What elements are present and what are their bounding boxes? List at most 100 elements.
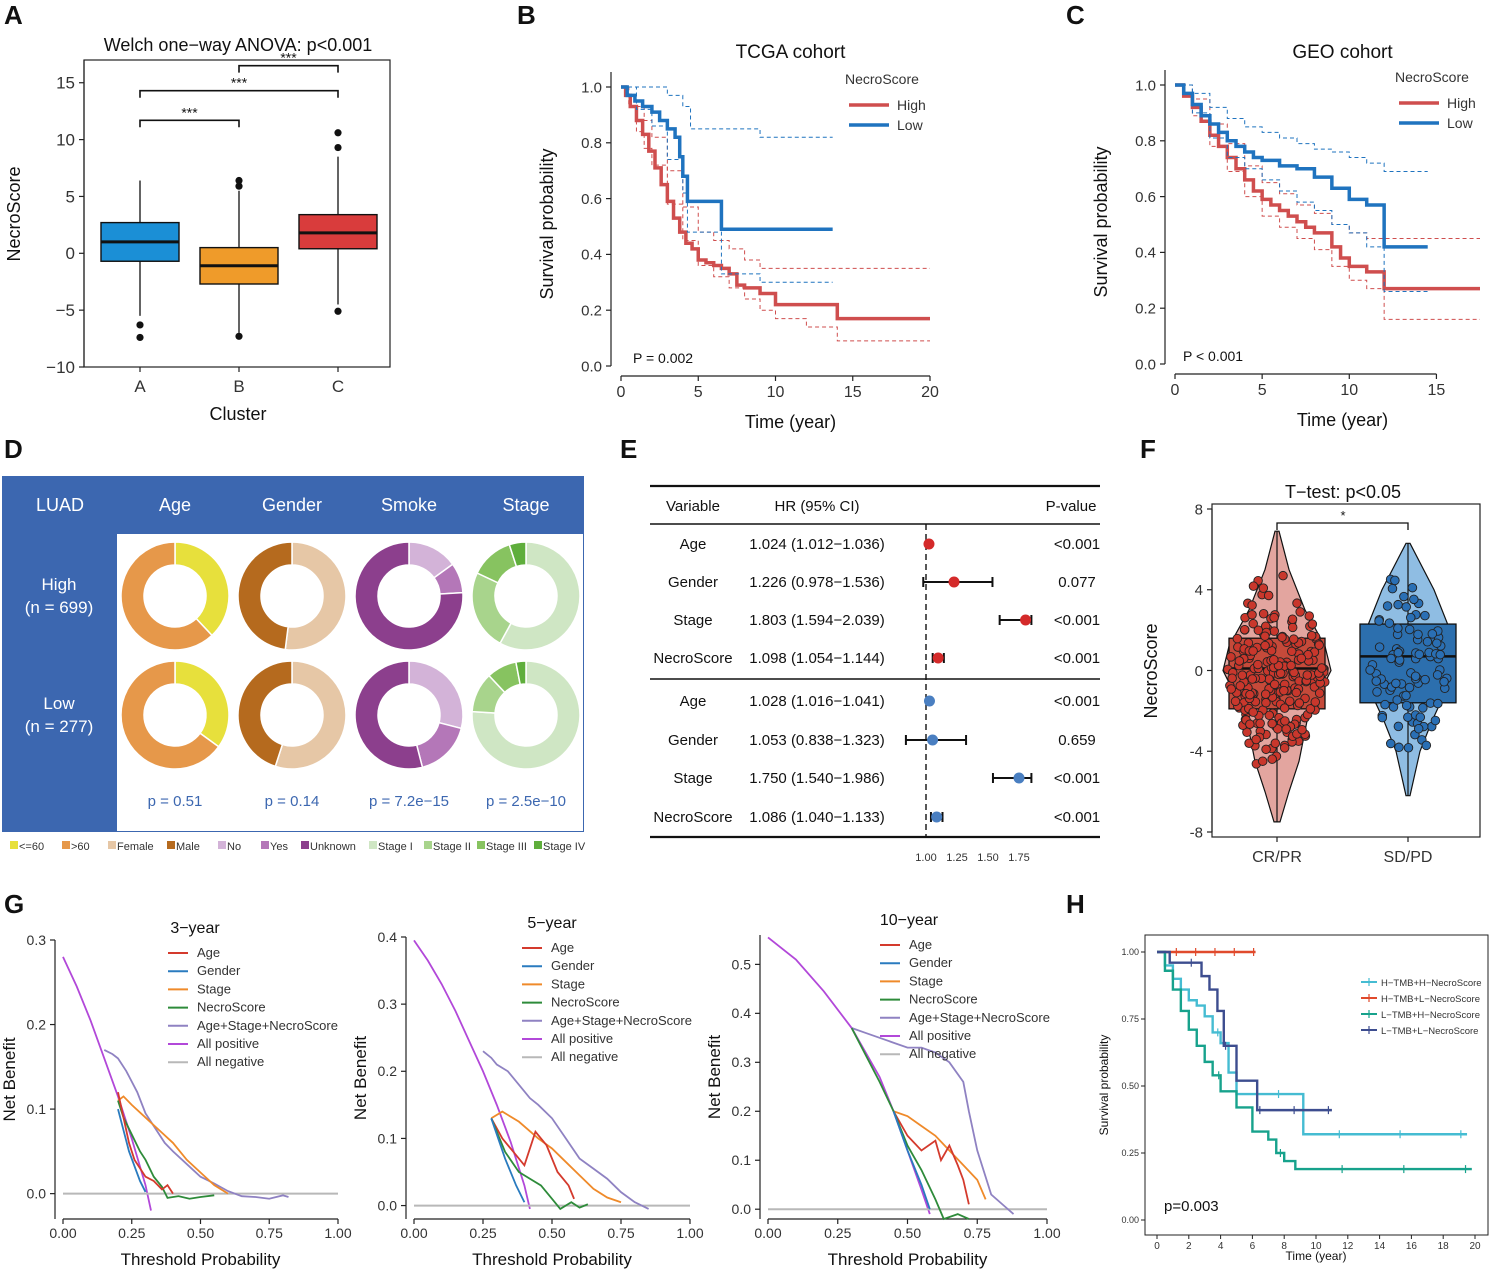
y-axis-tick-label: 0.0 — [378, 1197, 398, 1213]
hr-ci-label: 1.028 (1.016−1.041) — [749, 693, 885, 710]
dca-curve-all-positive — [413, 939, 531, 1210]
column-header: Variable — [666, 498, 720, 515]
legend-label: Male — [176, 841, 200, 853]
data-point — [1387, 583, 1398, 594]
survival-curve-2 — [1157, 950, 1472, 1171]
outlier-point — [136, 333, 144, 342]
subplot-title: 5−year — [527, 915, 577, 932]
legend-label: H−TMB+L−NecroScore — [1381, 994, 1480, 1005]
legend-label: NecroScore — [909, 992, 978, 1007]
data-point — [1258, 583, 1269, 593]
x-tick-label: SD/PD — [1384, 849, 1433, 866]
data-point — [1281, 724, 1291, 734]
x-tick-label: 20 — [1469, 1241, 1481, 1252]
x-axis-tick-label: 0.00 — [400, 1225, 427, 1241]
legend-label: Age+Stage+NecroScore — [551, 1013, 692, 1028]
table-header: Smoke — [381, 495, 437, 515]
significance-label: * — [1340, 508, 1345, 523]
dca-curve-stage — [490, 1110, 622, 1204]
x-tick-label: 1.25 — [946, 852, 967, 864]
x-tick-label: 1.75 — [1008, 852, 1029, 864]
y-axis-tick-label: 0.1 — [378, 1130, 398, 1146]
x-tick-label: 1.00 — [915, 852, 936, 864]
data-point — [1267, 754, 1277, 764]
dca-curve-stage — [117, 1095, 229, 1195]
row-n: (n = 277) — [25, 717, 94, 736]
data-point — [1393, 599, 1403, 610]
data-point — [1393, 647, 1403, 658]
hr-point — [923, 538, 935, 550]
legend-swatch — [424, 841, 432, 849]
x-tick-label: C — [332, 377, 344, 396]
data-point — [1310, 697, 1321, 707]
data-point — [1420, 674, 1430, 685]
data-point — [1427, 629, 1438, 639]
x-tick-label: B — [233, 377, 244, 396]
ci-line-Low_lower — [1175, 84, 1428, 292]
variable-label: Age — [680, 536, 707, 553]
y-axis-tick-label: 0.3 — [378, 996, 398, 1012]
p-value-label: p = 7.2e−15 — [369, 793, 449, 810]
donut-slice-smoke — [354, 541, 464, 651]
legend-swatch — [369, 841, 377, 849]
donut-slice-age — [174, 541, 230, 637]
data-point — [1294, 698, 1305, 708]
x-axis-tick-label: 0.50 — [187, 1225, 214, 1241]
legend-label: <=60 — [19, 841, 44, 853]
legend-swatch — [167, 841, 175, 849]
legend-label: Stage III — [486, 841, 527, 853]
data-point — [1399, 591, 1409, 602]
y-axis-tick-label: 0.4 — [1135, 245, 1156, 262]
y-axis-tick-label: −5 — [56, 301, 75, 320]
y-axis-label: Survival probability — [1091, 146, 1111, 297]
y-axis-tick-label: 0.5 — [732, 956, 752, 972]
data-point — [1267, 718, 1277, 729]
dca-curve-all-positive — [767, 936, 931, 1215]
data-point — [1314, 688, 1325, 698]
x-axis-tick-label: 0.25 — [824, 1225, 851, 1241]
ci-line-Low_upper — [1175, 84, 1428, 172]
data-point — [1385, 738, 1396, 749]
legend-label: Age — [551, 940, 574, 955]
data-point — [1422, 636, 1433, 647]
outlier-point — [235, 332, 243, 340]
data-point — [1297, 724, 1307, 735]
data-point — [1393, 721, 1404, 732]
legend-label: High — [897, 97, 926, 113]
hr-ci-label: 1.226 (0.978−1.536) — [749, 574, 885, 591]
dca-subplot: 10−year 0.0 0.1 0.2 0.3 0.4 0.5 0.00 0.25 0.50 0.7… — [705, 912, 1061, 1269]
legend-label: All positive — [197, 1036, 259, 1051]
outlier-point — [235, 182, 243, 190]
column-header: HR (95% CI) — [774, 498, 859, 515]
y-axis-tick-label: -4 — [1190, 744, 1203, 761]
chart-title: Welch one−way ANOVA: p<0.001 — [104, 35, 373, 55]
data-point — [1404, 682, 1415, 693]
y-axis-tick-label: 0.3 — [27, 932, 47, 948]
y-tick-label: 0.00 — [1121, 1215, 1139, 1225]
donut-slice-gender — [237, 660, 293, 768]
panel-letter: B — [517, 0, 536, 30]
y-axis-label: Net Benefit — [705, 1035, 724, 1119]
data-point — [1248, 646, 1258, 656]
data-point — [1432, 638, 1442, 648]
variable-label: NecroScore — [653, 809, 732, 826]
data-point — [1374, 642, 1385, 652]
y-axis-tick-label: 4 — [1195, 582, 1203, 599]
legend-label: Gender — [909, 955, 953, 970]
y-axis-tick-label: 1.0 — [1135, 77, 1156, 94]
y-axis-tick-label: 10 — [56, 131, 75, 150]
data-point — [1253, 659, 1263, 670]
hr-point — [1020, 614, 1032, 626]
data-point — [1317, 663, 1327, 673]
x-axis-tick-label: 0 — [617, 384, 626, 401]
dca-subplot: 5−year 0.0 0.1 0.2 0.3 0.4 0.00 0.25 0.50 0.75 1.0… — [351, 915, 704, 1269]
x-axis-tick-label: 15 — [844, 384, 862, 401]
hr-point — [927, 734, 939, 746]
data-point — [1247, 600, 1257, 610]
y-axis-tick-label: 0.0 — [27, 1186, 47, 1202]
p-value-label: p = 0.14 — [265, 793, 320, 810]
y-axis-tick-label: 5 — [66, 187, 75, 206]
data-point — [1258, 609, 1269, 619]
x-tick-label: 0 — [1154, 1241, 1160, 1252]
dca-curve-age — [892, 1110, 970, 1205]
